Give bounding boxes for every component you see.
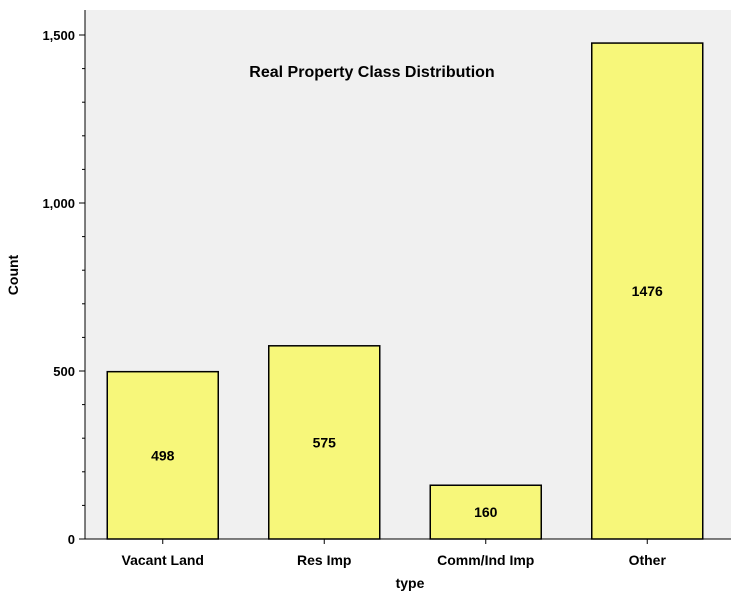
x-tick-label: Other (629, 552, 667, 568)
bar (106, 370, 219, 540)
x-axis-title: type (396, 575, 425, 591)
y-axis: 0 500 1,000 1,500 (42, 10, 86, 547)
y-tick-label: 0 (68, 532, 75, 547)
bar-data-label: 575 (313, 434, 337, 450)
y-tick-label: 1,500 (42, 28, 75, 43)
bar-data-label: 1476 (632, 283, 663, 299)
x-tick-label: Vacant Land (122, 552, 204, 568)
y-tick-label: 1,000 (42, 196, 75, 211)
bar (591, 42, 704, 540)
y-tick-label: 500 (53, 364, 75, 379)
bar-data-label: 498 (151, 447, 175, 463)
x-axis: Vacant Land Res Imp Comm/Ind Imp Other (85, 538, 731, 568)
x-tick-label: Res Imp (297, 552, 351, 568)
bars-group: 498 575 160 1476 (106, 42, 704, 540)
bar (268, 345, 381, 540)
y-axis-title: Count (5, 254, 21, 295)
bar (429, 484, 542, 540)
x-tick-label: Comm/Ind Imp (437, 552, 534, 568)
chart-title: Real Property Class Distribution (249, 64, 494, 81)
bar-data-label: 160 (474, 504, 498, 520)
